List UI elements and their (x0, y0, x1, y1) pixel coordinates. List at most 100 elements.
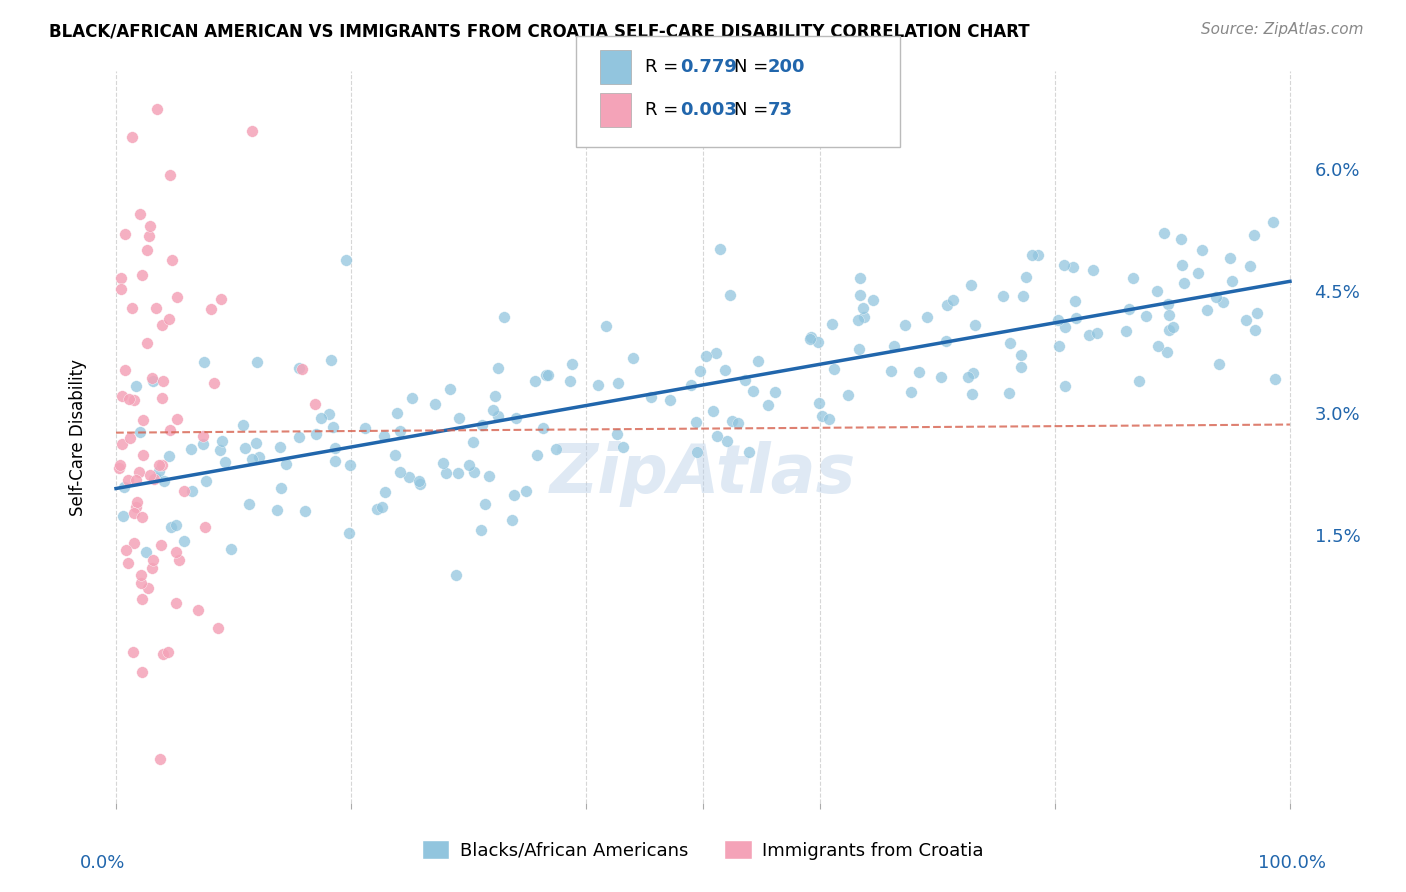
Point (848, 287, 870, 301)
Point (1153, 227, 1175, 241)
Point (1157, 297, 1180, 311)
Point (1220, 275, 1243, 289)
Point (960, 278, 983, 293)
Point (124, 393, 146, 408)
Point (463, 434, 485, 449)
Point (150, 391, 173, 405)
Text: 0.779: 0.779 (681, 58, 737, 76)
Point (118, 432, 141, 446)
Point (149, 538, 172, 552)
Point (503, 488, 526, 502)
Point (270, 482, 292, 496)
Point (191, 429, 214, 443)
Point (160, 252, 183, 267)
Point (1170, 232, 1192, 246)
Point (318, 408, 340, 422)
Point (156, 645, 179, 659)
Point (195, 474, 218, 488)
Point (823, 361, 845, 376)
Text: 200: 200 (768, 58, 806, 76)
Point (181, 484, 204, 499)
Point (125, 500, 148, 514)
Point (799, 332, 821, 346)
Point (136, 581, 159, 595)
Point (1156, 344, 1178, 359)
Point (121, 129, 143, 144)
Point (960, 387, 983, 401)
Point (818, 412, 841, 426)
Point (150, 318, 173, 332)
Point (165, 596, 187, 610)
Point (965, 318, 987, 332)
Point (1219, 251, 1241, 265)
Point (129, 425, 152, 439)
Text: Source: ZipAtlas.com: Source: ZipAtlas.com (1201, 22, 1364, 37)
Point (883, 339, 905, 353)
Point (484, 389, 506, 403)
Point (756, 398, 779, 412)
Point (447, 411, 470, 425)
Point (166, 290, 188, 304)
Point (1173, 276, 1195, 290)
Point (558, 374, 581, 388)
Point (112, 480, 135, 494)
Point (505, 411, 527, 425)
Point (494, 310, 516, 324)
Text: R =: R = (645, 58, 685, 76)
Point (807, 396, 830, 410)
Point (526, 448, 548, 462)
Point (463, 465, 485, 479)
Point (304, 397, 326, 411)
Point (1083, 263, 1105, 277)
Point (118, 392, 141, 406)
Point (900, 384, 922, 399)
Point (211, 434, 233, 448)
Point (141, 560, 163, 574)
Text: N =: N = (734, 101, 773, 119)
Point (135, 336, 157, 351)
Point (114, 227, 136, 242)
Point (125, 473, 148, 487)
Point (458, 458, 481, 472)
Point (894, 318, 917, 332)
Point (152, 647, 174, 661)
Point (537, 368, 560, 382)
Point (384, 448, 406, 462)
Point (288, 430, 311, 444)
Point (142, 472, 165, 486)
Point (612, 440, 634, 454)
Point (1011, 289, 1033, 303)
Point (110, 282, 132, 296)
Point (470, 523, 492, 537)
Point (800, 330, 823, 344)
Point (323, 441, 346, 455)
Point (157, 449, 180, 463)
Point (122, 536, 145, 550)
Point (124, 378, 146, 392)
Point (991, 288, 1014, 302)
Point (373, 429, 395, 443)
Point (434, 467, 457, 481)
Point (747, 353, 769, 368)
Point (1085, 326, 1108, 340)
Point (150, 458, 173, 472)
Point (153, 474, 176, 488)
Point (702, 403, 724, 417)
Point (679, 377, 702, 392)
Point (714, 363, 737, 377)
Text: 0.0%: 0.0% (80, 854, 125, 872)
Point (200, 301, 222, 316)
Point (323, 454, 346, 468)
Point (998, 386, 1021, 401)
Point (321, 353, 343, 368)
Point (145, 301, 167, 315)
Text: BLACK/AFRICAN AMERICAN VS IMMIGRANTS FROM CROATIA SELF-CARE DISABILITY CORRELATI: BLACK/AFRICAN AMERICAN VS IMMIGRANTS FRO… (49, 22, 1029, 40)
Point (247, 450, 270, 465)
Point (998, 336, 1021, 351)
Point (219, 542, 242, 557)
Point (1261, 215, 1284, 229)
Point (146, 103, 169, 117)
Point (374, 485, 396, 500)
Text: N =: N = (734, 58, 773, 76)
Point (180, 442, 202, 456)
